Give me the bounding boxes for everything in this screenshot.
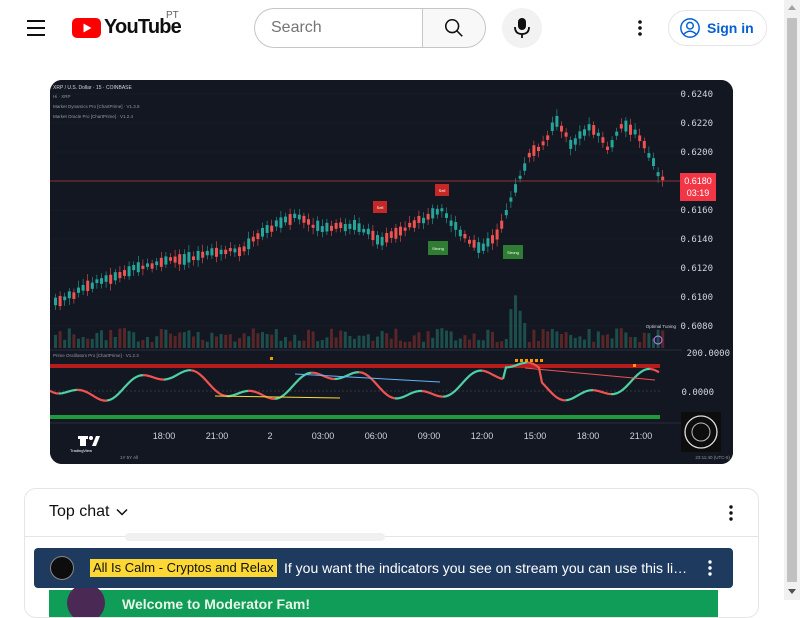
price-tick-label: 0.6200 <box>680 148 713 158</box>
svg-text:Sell: Sell <box>377 205 384 210</box>
current-price: 0.6180 <box>684 176 712 186</box>
sell-signal-2: Sell <box>435 184 449 196</box>
tuning-marker <box>653 335 663 345</box>
trading-chart: XRP / U.S. Dollar · 15 · COINBASE Hi · X… <box>50 80 733 464</box>
osc-label-zero: 0.0000 <box>681 388 714 398</box>
settings-more-button[interactable] <box>624 12 656 44</box>
optimal-tuning-label: Optimal Tuning <box>646 324 677 329</box>
youtube-logo[interactable]: YouTube PT <box>72 10 182 39</box>
more-vert-icon <box>729 505 733 521</box>
svg-text:Strong: Strong <box>432 246 444 251</box>
chat-title: Top chat <box>49 503 110 520</box>
time-tick-label: 06:00 <box>365 431 388 441</box>
range-toolbar: 1Y 5Y All <box>120 455 138 460</box>
search-box <box>254 8 486 48</box>
country-code: PT <box>166 10 179 21</box>
osc-label-top: 200.0000 <box>687 349 730 359</box>
osc-marker <box>530 359 533 362</box>
more-vert-icon <box>638 20 642 36</box>
osc-upper-band <box>50 364 660 368</box>
osc-marker <box>525 359 528 362</box>
pinned-message-text: If you want the indicators you see on st… <box>284 560 689 576</box>
sign-in-label: Sign in <box>707 20 754 36</box>
time-tick-label: 21:00 <box>206 431 229 441</box>
countdown: 03:19 <box>687 188 710 198</box>
time-tick-label: 09:00 <box>418 431 441 441</box>
osc-marker <box>535 359 538 362</box>
price-tick-label: 0.6220 <box>680 119 713 129</box>
svg-text:Strong: Strong <box>507 250 519 255</box>
pinned-message[interactable]: All Is Calm - Cryptos and Relax If you w… <box>34 548 733 588</box>
price-tick-label: 0.6160 <box>680 206 713 216</box>
time-tick-label: 12:00 <box>471 431 494 441</box>
search-icon <box>444 18 463 37</box>
osc-marker <box>520 359 523 362</box>
time-tick-label: 18:00 <box>577 431 600 441</box>
masthead: YouTube PT Sign in <box>0 0 784 56</box>
account-icon <box>680 18 700 38</box>
indicator-2-label: Market Oracle Pro [ChartPrime] · V1.2.4 <box>53 114 134 119</box>
oscillator-label: Prime Oscillators Pro [ChartPrime] · V1.… <box>53 353 139 358</box>
price-tick-label: 0.6080 <box>680 322 713 332</box>
osc-marker <box>515 359 518 362</box>
search-input[interactable] <box>254 8 422 48</box>
chat-header: Top chat <box>25 489 758 537</box>
channel-watermark <box>681 412 721 452</box>
youtube-play-icon <box>72 17 101 38</box>
svg-text:TradingView: TradingView <box>70 448 92 453</box>
chevron-down-icon <box>116 508 129 516</box>
time-tick-label: 21:00 <box>630 431 653 441</box>
chat-more-button[interactable] <box>719 501 743 525</box>
chat-mode-dropdown[interactable]: Top chat <box>49 503 129 521</box>
divergence-line-1 <box>214 395 341 399</box>
osc-lower-band <box>50 415 660 419</box>
osc-marker <box>633 364 636 367</box>
sign-in-button[interactable]: Sign in <box>668 10 767 46</box>
search-button[interactable] <box>422 8 486 48</box>
pinned-author: All Is Calm - Cryptos and Relax <box>90 559 277 577</box>
page-scrollbar[interactable] <box>784 0 800 600</box>
pinned-more-button[interactable] <box>698 556 722 580</box>
menu-icon[interactable] <box>20 12 52 44</box>
faded-chat-row <box>125 533 385 541</box>
time-tick-label: 18:00 <box>153 431 176 441</box>
time-tick-label: 2 <box>267 431 272 441</box>
osc-marker <box>540 359 543 362</box>
avatar <box>67 584 105 617</box>
mic-icon <box>514 18 530 38</box>
chart-symbol: XRP / U.S. Dollar · 15 · COINBASE <box>53 85 132 91</box>
osc-marker <box>270 357 273 360</box>
membership-message: Welcome to Moderator Fam! <box>49 584 718 617</box>
chart-sub-label: Hi · XRP <box>53 94 71 99</box>
more-vert-icon <box>708 560 712 576</box>
price-tick-label: 0.6140 <box>680 235 713 245</box>
strong-signal-2: Strong <box>503 245 523 259</box>
sell-signal-1: Sell <box>373 201 387 213</box>
avatar <box>50 556 74 580</box>
price-tick-label: 0.6100 <box>680 293 713 303</box>
logo-text: YouTube <box>104 16 182 38</box>
chart-clock: 23:11:40 (UTC-5) <box>695 455 730 460</box>
membership-text: Welcome to Moderator Fam! <box>122 596 310 612</box>
current-price-tag <box>680 173 716 201</box>
price-tick-label: 0.6240 <box>680 90 713 100</box>
time-tick-label: 15:00 <box>524 431 547 441</box>
voice-search-button[interactable] <box>502 8 542 48</box>
video-player[interactable]: XRP / U.S. Dollar · 15 · COINBASE Hi · X… <box>50 80 733 464</box>
divergence-line-3 <box>524 367 656 381</box>
svg-text:Sell: Sell <box>439 188 446 193</box>
scroll-down-arrow[interactable] <box>788 589 796 594</box>
scroll-up-arrow[interactable] <box>788 5 796 10</box>
live-chat: Top chat Welcome to Moderator Fam! All I… <box>24 488 759 618</box>
scroll-thumb[interactable] <box>787 18 797 582</box>
time-tick-label: 03:00 <box>312 431 335 441</box>
strong-signal-1: Strong <box>428 241 448 255</box>
indicator-1-label: Market Dynamics Pro [ChartPrime] · V1.3.… <box>53 104 140 109</box>
divergence-line-2 <box>294 373 441 383</box>
tradingview-logo: TradingView <box>70 436 100 453</box>
price-tick-label: 0.6120 <box>680 264 713 274</box>
